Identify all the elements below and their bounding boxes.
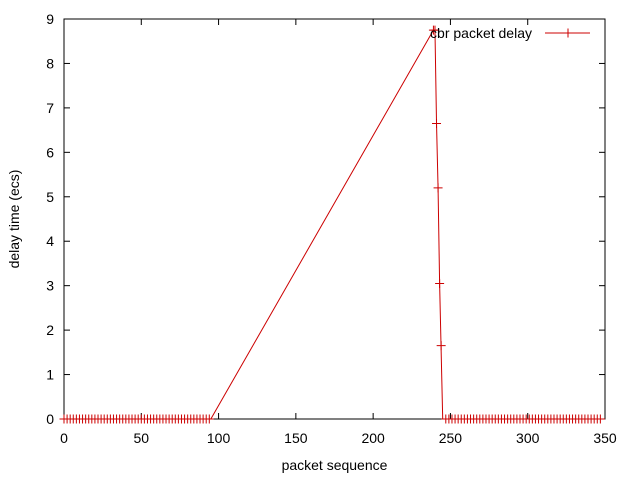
x-tick-label: 150	[284, 430, 308, 446]
legend: cbr packet delay	[430, 25, 590, 41]
x-tick-label: 250	[439, 430, 463, 446]
y-tick-label: 9	[46, 11, 54, 27]
x-tick-label: 100	[207, 430, 231, 446]
data-point-marker	[430, 25, 440, 35]
x-tick-label: 300	[516, 430, 540, 446]
y-tick-label: 5	[46, 189, 54, 205]
y-tick-label: 0	[46, 411, 54, 427]
y-axis-label: delay time (ecs)	[6, 170, 22, 269]
x-tick-label: 0	[60, 430, 68, 446]
x-tick-label: 200	[361, 430, 385, 446]
y-axis-ticks: 0 1 2 3 4 5 6 7 8 9	[46, 11, 605, 427]
legend-label: cbr packet delay	[430, 25, 532, 41]
series-layer	[59, 25, 605, 424]
data-point-marker	[595, 414, 605, 424]
y-tick-label: 1	[46, 367, 54, 383]
data-point-marker	[435, 278, 445, 288]
y-tick-label: 8	[46, 55, 54, 71]
data-point-marker	[432, 118, 442, 128]
y-tick-label: 2	[46, 322, 54, 338]
x-axis-ticks: 0 50 100 150 200 250 300 350	[60, 19, 617, 446]
y-tick-label: 6	[46, 144, 54, 160]
data-point-marker	[436, 341, 446, 351]
legend-marker	[563, 28, 573, 38]
plot-frame	[63, 18, 606, 420]
x-tick-label: 50	[133, 430, 149, 446]
data-point-marker	[204, 414, 214, 424]
data-point-marker	[433, 183, 443, 193]
series-line	[64, 29, 604, 420]
y-tick-label: 7	[46, 100, 54, 116]
x-tick-label: 350	[593, 430, 617, 446]
y-tick-label: 3	[46, 278, 54, 294]
y-tick-label: 4	[46, 233, 54, 249]
x-axis-label: packet sequence	[282, 457, 388, 473]
